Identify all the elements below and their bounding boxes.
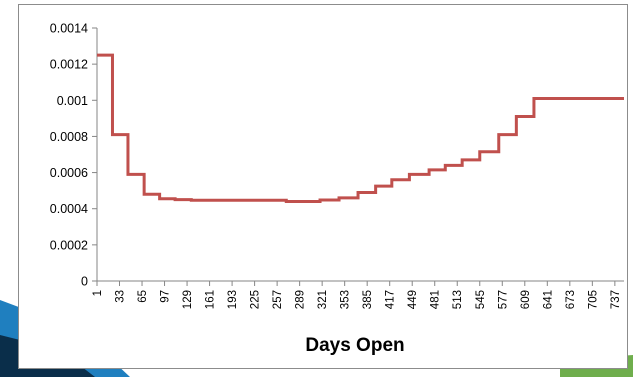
x-tick-label: 705 xyxy=(587,290,599,309)
x-tick-label: 289 xyxy=(295,290,307,309)
x-tick-label: 417 xyxy=(385,290,397,309)
x-tick-label: 225 xyxy=(250,290,262,309)
x-tick-label: 545 xyxy=(475,290,487,309)
x-tick-label: 577 xyxy=(497,290,509,309)
x-tick-label: 1 xyxy=(92,290,104,296)
y-tick-label: 0.001 xyxy=(57,94,88,108)
x-tick-label: 481 xyxy=(430,290,442,309)
y-tick-label: 0.0002 xyxy=(50,238,88,252)
x-tick-label: 673 xyxy=(565,290,577,309)
labels-layer: 0 0.0002 0.0004 0.0006 0.0008 0.001 0.0012 0.00… xyxy=(50,22,622,310)
x-axis-title: Days Open xyxy=(305,335,404,356)
x-tick-label: 321 xyxy=(317,290,329,309)
chart-frame xyxy=(18,4,628,369)
x-tick-label: 33 xyxy=(115,290,127,303)
x-tick-label: 193 xyxy=(227,290,239,309)
x-tick-label: 609 xyxy=(520,290,532,309)
x-tick-label: 737 xyxy=(610,290,622,309)
x-tick-label: 513 xyxy=(452,290,464,309)
y-tick-label: 0.0004 xyxy=(50,202,88,216)
y-tick-label: 0.0012 xyxy=(50,58,88,72)
y-tick-label: 0.0006 xyxy=(50,166,88,180)
y-tick-label: 0.0008 xyxy=(50,130,88,144)
x-tick-label: 641 xyxy=(542,290,554,309)
x-tick-label: 257 xyxy=(272,290,284,309)
series-layer xyxy=(97,53,624,203)
x-tick-label: 129 xyxy=(182,290,194,309)
x-tick-label: 161 xyxy=(205,290,217,309)
axes-layer xyxy=(92,27,624,286)
y-tick-label: 0.0014 xyxy=(50,22,88,36)
x-tick-label: 97 xyxy=(160,290,172,303)
x-tick-label: 65 xyxy=(137,290,149,303)
x-tick-label: 449 xyxy=(407,290,419,309)
x-tick-label: 353 xyxy=(340,290,352,309)
series-line xyxy=(97,53,624,203)
y-tick-label: 0 xyxy=(81,275,88,289)
x-tick-label: 385 xyxy=(362,290,374,309)
